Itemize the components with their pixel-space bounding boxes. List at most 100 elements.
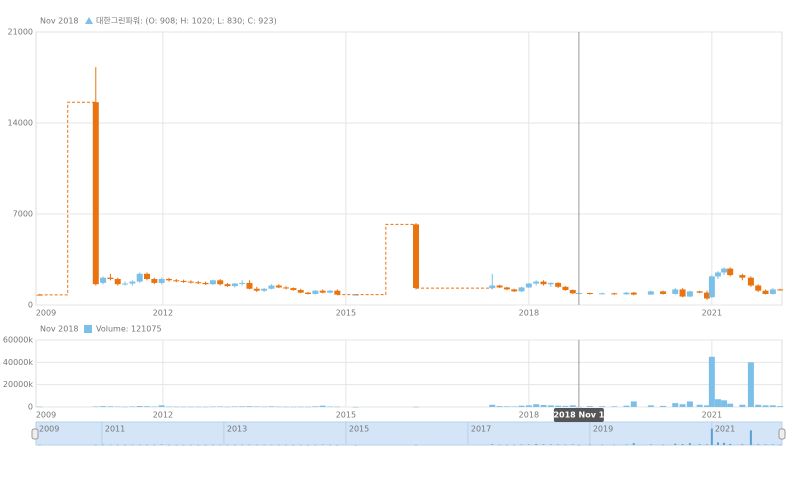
gap-line	[39, 101, 96, 296]
candle-body	[334, 290, 341, 295]
navigator-bar	[705, 444, 708, 445]
navigator-bar	[757, 444, 760, 445]
candle-body	[253, 288, 260, 291]
navigator-bar	[542, 444, 545, 445]
candle-body	[180, 280, 187, 282]
navigator-bar	[649, 444, 652, 445]
candle-body	[708, 276, 715, 298]
candle-body	[114, 279, 121, 285]
candle-body	[268, 285, 275, 289]
candle-body	[224, 284, 231, 287]
volume-tick-label: 60000k	[3, 336, 33, 345]
candle-body	[209, 280, 216, 285]
candle-body	[305, 292, 312, 294]
navigator-bar	[513, 444, 516, 446]
volume-bar	[92, 406, 99, 407]
volume-bar	[246, 406, 253, 407]
volume-bar	[114, 406, 121, 408]
candle-body	[518, 287, 525, 292]
navigator-bar	[535, 444, 538, 445]
navigator-bar	[336, 444, 339, 446]
volume-bar	[413, 406, 420, 408]
navigator-bar	[321, 444, 324, 446]
navigator-bar	[182, 444, 185, 446]
candle-body	[747, 277, 754, 286]
volume-bar	[739, 404, 746, 407]
x-tick-label: 2018	[519, 411, 539, 420]
volume-bar	[525, 405, 532, 407]
navigator-label: 2015	[349, 425, 369, 434]
x-tick-label: 2015	[336, 309, 356, 318]
navigator-bar	[674, 443, 677, 445]
candle-body	[496, 285, 503, 288]
navigator-bar	[764, 444, 767, 445]
navigator-label: 2013	[227, 425, 247, 434]
navigator-bar	[329, 444, 332, 446]
candle-body	[703, 292, 710, 299]
navigator-bar	[131, 444, 134, 446]
volume-bar	[727, 403, 734, 407]
navigator-bar	[662, 444, 665, 446]
x-tick-label: 2009	[36, 411, 56, 420]
navigator-bar	[160, 444, 163, 445]
candle-body	[100, 277, 107, 283]
navigator-bar	[564, 444, 567, 446]
navigator-bar	[613, 444, 616, 446]
candle-body	[611, 293, 618, 295]
candle-body	[660, 291, 667, 294]
volume-bar	[290, 406, 297, 408]
volume-bar	[703, 405, 710, 407]
volume-bar	[217, 406, 224, 407]
candle-body	[129, 281, 136, 284]
navigator-label: 2019	[593, 425, 613, 434]
volume-bar	[209, 406, 216, 408]
volume-bar	[253, 406, 260, 407]
candle-body	[769, 289, 776, 294]
volume-bar	[496, 406, 503, 407]
candle-body	[275, 285, 282, 288]
x-tick-label: 2015	[336, 411, 356, 420]
volume-bar	[611, 406, 618, 407]
navigator-bar	[116, 444, 119, 446]
volume-bar	[575, 406, 582, 408]
volume-bar	[769, 405, 776, 407]
navigator-bar	[197, 444, 200, 446]
x-tick-label: 2012	[153, 411, 173, 420]
legend-text: 대한그린파워: (O: 908; H: 1020; L: 830; C: 923…	[96, 16, 277, 26]
candle-body	[547, 282, 554, 285]
navigator-bar	[723, 442, 726, 445]
navigator-bar	[771, 444, 774, 445]
navigator-bar	[549, 444, 552, 445]
legend-date: Nov 2018	[40, 17, 79, 26]
candle-body	[122, 283, 129, 285]
candle-body	[647, 291, 654, 295]
navigator-handle[interactable]	[778, 428, 786, 440]
navigator-handle[interactable]	[31, 428, 39, 440]
candle-body	[261, 288, 268, 291]
navigator-bar	[681, 444, 684, 445]
navigator-bar	[588, 444, 591, 446]
candle-body	[721, 268, 728, 273]
volume-bar	[224, 406, 231, 408]
navigator-bar	[285, 444, 288, 446]
legend-marker	[85, 17, 93, 24]
candle-body	[525, 283, 532, 288]
navigator-bar	[307, 444, 310, 446]
navigator-bar	[571, 444, 574, 445]
navigator[interactable]	[35, 421, 783, 446]
navigator-label: 2009	[39, 425, 59, 434]
navigator-bar	[688, 443, 691, 445]
navigator-bar	[632, 443, 635, 445]
candle-body	[413, 224, 420, 289]
navigator-bar	[741, 444, 744, 445]
volume-bar	[540, 404, 547, 407]
volume-bar	[672, 403, 679, 407]
navigator-bar	[255, 444, 258, 446]
navigator-bar	[498, 444, 501, 446]
x-tick-label: 2012	[153, 309, 173, 318]
candle-body	[92, 102, 99, 285]
candle-body	[327, 290, 334, 293]
navigator-bar	[204, 444, 207, 446]
volume-bar	[623, 405, 630, 407]
volume-bar	[268, 406, 275, 407]
